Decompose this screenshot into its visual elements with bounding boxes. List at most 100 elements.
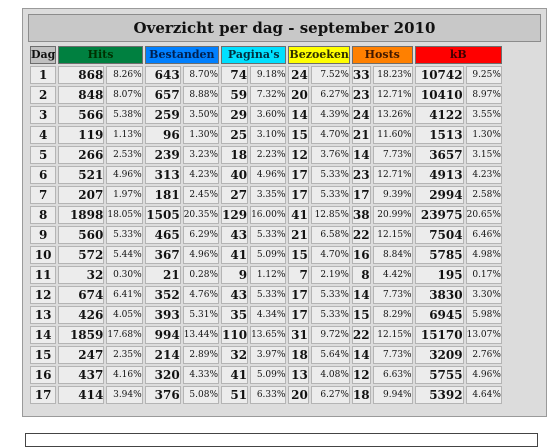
- cell-hosts: 33: [351, 66, 371, 84]
- cell-hits: 848: [58, 86, 105, 104]
- cell-files-pct: 13.44%: [182, 326, 220, 344]
- table-row: 5 266 2.53% 239 3.23% 18 2.23% 12 3.76% 14 7.73% 36…: [30, 146, 502, 164]
- cell-hosts: 8: [351, 266, 371, 284]
- cell-hits-pct: 3.94%: [106, 386, 143, 404]
- cell-day: 14: [30, 326, 57, 344]
- cell-hits-pct: 2.53%: [106, 146, 143, 164]
- cell-kb: 5392: [414, 386, 464, 404]
- cell-visits-pct: 4.70%: [310, 126, 350, 144]
- daily-stats-panel: Overzicht per dag - september 2010 Dag H…: [22, 8, 547, 417]
- cell-kb-pct: 4.23%: [465, 166, 502, 184]
- cell-pages: 18: [221, 146, 249, 164]
- cell-files-pct: 2.45%: [182, 186, 220, 204]
- cell-kb: 10410: [414, 86, 464, 104]
- cell-files: 21: [144, 266, 181, 284]
- cell-kb-pct: 4.96%: [465, 366, 502, 384]
- cell-hits-pct: 1.13%: [106, 126, 143, 144]
- table-row: 3 566 5.38% 259 3.50% 29 3.60% 14 4.39% 24 13.26% 4…: [30, 106, 502, 124]
- cell-hosts-pct: 9.39%: [372, 186, 413, 204]
- cell-kb: 4913: [414, 166, 464, 184]
- cell-files-pct: 0.28%: [182, 266, 220, 284]
- cell-hits: 1898: [58, 206, 105, 224]
- cell-files: 376: [144, 386, 181, 404]
- table-title: Overzicht per dag - september 2010: [28, 14, 541, 42]
- cell-hosts: 14: [351, 146, 371, 164]
- cell-visits: 21: [288, 226, 309, 244]
- cell-pages: 32: [221, 346, 249, 364]
- cell-kb-pct: 20.65%: [465, 206, 502, 224]
- cell-hits: 674: [58, 286, 105, 304]
- cell-pages: 43: [221, 226, 249, 244]
- header-hits: Hits: [58, 46, 143, 64]
- cell-visits: 20: [288, 386, 309, 404]
- cell-visits-pct: 4.70%: [310, 246, 350, 264]
- cell-day: 4: [30, 126, 57, 144]
- cell-visits-pct: 12.85%: [310, 206, 350, 224]
- cell-hosts: 21: [351, 126, 371, 144]
- table-row: 16 437 4.16% 320 4.33% 41 5.09% 13 4.08% 12 6.63% 5…: [30, 366, 502, 384]
- cell-kb: 3830: [414, 286, 464, 304]
- cell-kb: 5785: [414, 246, 464, 264]
- cell-day: 5: [30, 146, 57, 164]
- cell-hits: 207: [58, 186, 105, 204]
- cell-kb-pct: 4.64%: [465, 386, 502, 404]
- cell-hosts-pct: 4.42%: [372, 266, 413, 284]
- cell-pages-pct: 7.32%: [250, 86, 287, 104]
- cell-files: 259: [144, 106, 181, 124]
- cell-hits: 868: [58, 66, 105, 84]
- cell-pages-pct: 5.33%: [250, 286, 287, 304]
- cell-hits: 566: [58, 106, 105, 124]
- cell-files: 994: [144, 326, 181, 344]
- cell-kb-pct: 9.25%: [465, 66, 502, 84]
- next-table-box: [25, 433, 538, 447]
- cell-hosts-pct: 11.60%: [372, 126, 413, 144]
- cell-kb-pct: 0.17%: [465, 266, 502, 284]
- cell-hits-pct: 4.96%: [106, 166, 143, 184]
- cell-hits: 414: [58, 386, 105, 404]
- cell-visits-pct: 6.27%: [310, 86, 350, 104]
- cell-day: 7: [30, 186, 57, 204]
- cell-pages: 41: [221, 246, 249, 264]
- cell-pages: 129: [221, 206, 249, 224]
- cell-pages-pct: 2.23%: [250, 146, 287, 164]
- cell-visits-pct: 5.64%: [310, 346, 350, 364]
- cell-files: 313: [144, 166, 181, 184]
- cell-files: 393: [144, 306, 181, 324]
- cell-visits-pct: 3.76%: [310, 146, 350, 164]
- cell-files: 320: [144, 366, 181, 384]
- cell-kb: 6945: [414, 306, 464, 324]
- cell-hits-pct: 17.68%: [106, 326, 143, 344]
- cell-pages-pct: 3.35%: [250, 186, 287, 204]
- cell-visits: 20: [288, 86, 309, 104]
- cell-files-pct: 4.76%: [182, 286, 220, 304]
- cell-kb-pct: 8.97%: [465, 86, 502, 104]
- header-kb: kB: [414, 46, 502, 64]
- cell-files-pct: 3.50%: [182, 106, 220, 124]
- cell-hits: 1859: [58, 326, 105, 344]
- cell-visits-pct: 6.27%: [310, 386, 350, 404]
- cell-pages: 35: [221, 306, 249, 324]
- cell-files: 181: [144, 186, 181, 204]
- cell-hits: 560: [58, 226, 105, 244]
- cell-hits-pct: 8.07%: [106, 86, 143, 104]
- cell-hosts-pct: 7.73%: [372, 286, 413, 304]
- cell-files-pct: 8.70%: [182, 66, 220, 84]
- table-row: 12 674 6.41% 352 4.76% 43 5.33% 17 5.33% 14 7.73% 3…: [30, 286, 502, 304]
- cell-visits: 17: [288, 286, 309, 304]
- cell-day: 13: [30, 306, 57, 324]
- cell-hosts: 23: [351, 166, 371, 184]
- cell-hosts: 15: [351, 306, 371, 324]
- cell-hosts-pct: 12.71%: [372, 86, 413, 104]
- cell-visits-pct: 6.58%: [310, 226, 350, 244]
- cell-pages-pct: 3.97%: [250, 346, 287, 364]
- cell-hits: 437: [58, 366, 105, 384]
- cell-files: 352: [144, 286, 181, 304]
- cell-kb: 5755: [414, 366, 464, 384]
- cell-pages-pct: 3.60%: [250, 106, 287, 124]
- cell-files-pct: 20.35%: [182, 206, 220, 224]
- cell-pages-pct: 4.96%: [250, 166, 287, 184]
- header-bestanden: Bestanden: [144, 46, 220, 64]
- cell-pages: 51: [221, 386, 249, 404]
- cell-hosts-pct: 18.23%: [372, 66, 413, 84]
- header-paginas: Pagina's: [221, 46, 287, 64]
